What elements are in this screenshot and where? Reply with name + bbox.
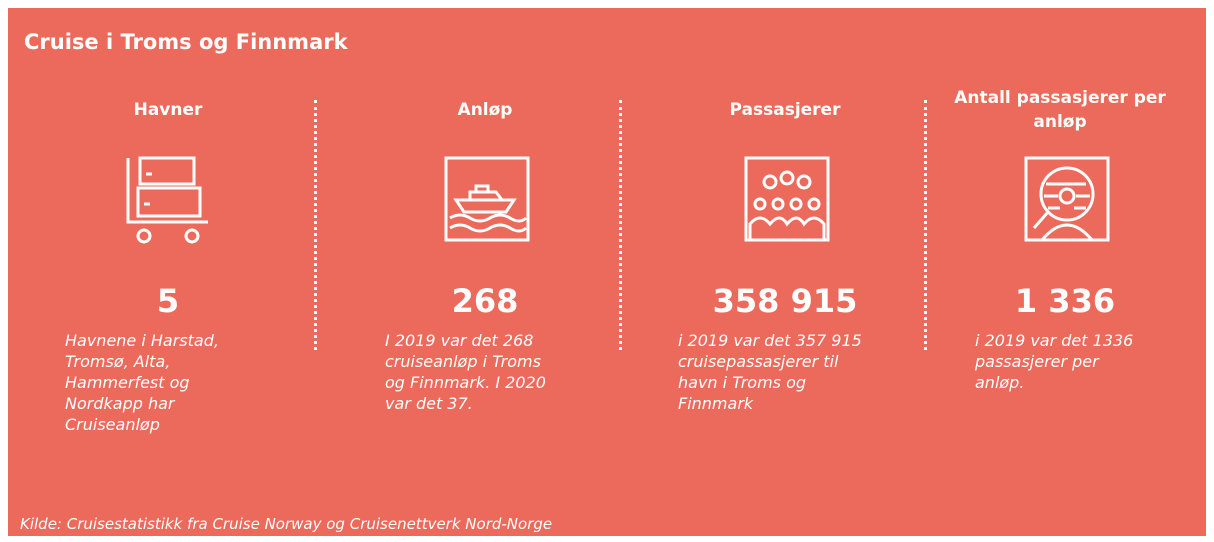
column-description: Hammerfest og — [65, 373, 190, 392]
column-description: Havnene i Harstad, — [65, 331, 219, 350]
column-description: Nordkapp har — [65, 394, 175, 413]
column-description: cruiseanløp i Troms — [385, 352, 541, 371]
column-description: var det 37. — [385, 394, 473, 413]
separator — [314, 100, 317, 350]
infographic: Cruise i Troms og Finnmark Kilde: Cruise… — [8, 8, 1206, 536]
column-number: 1 336 — [1014, 282, 1116, 320]
column-description: cruisepassasjerer til — [678, 352, 839, 371]
column-number: 268 — [451, 282, 519, 320]
column-description: Finnmark — [678, 394, 754, 413]
column-heading: Havner — [133, 100, 203, 120]
column-number: 358 915 — [712, 282, 858, 320]
source: Kilde: Cruisestatistikk fra Cruise Norwa… — [20, 515, 553, 533]
people-icon — [744, 156, 830, 242]
column-description: passasjerer per — [975, 352, 1099, 371]
column-heading: Anløp — [457, 100, 513, 120]
column-description: og Finnmark. I 2020 — [385, 373, 546, 392]
column-heading: Antall passasjerer per anløp — [954, 88, 1166, 132]
data-icon — [1024, 156, 1110, 242]
title: Cruise i Troms og Finnmark — [24, 30, 348, 54]
column-description: I 2019 var det 268 — [385, 331, 534, 350]
column-description: Cruiseanløp — [65, 415, 160, 434]
column-description: havn i Troms og — [678, 373, 807, 392]
separator — [924, 100, 927, 350]
column-heading: Passasjerer — [729, 100, 841, 120]
column-description: i 2019 var det 357 915 — [678, 331, 862, 350]
separator — [619, 100, 622, 350]
column-number: 5 — [156, 282, 180, 320]
column-description: anløp. — [975, 373, 1025, 392]
ship-icon — [444, 156, 530, 242]
column-description: Tromsø, Alta, — [65, 352, 171, 371]
column-description: i 2019 var det 1336 — [975, 331, 1134, 350]
cargo-icon — [126, 156, 208, 244]
